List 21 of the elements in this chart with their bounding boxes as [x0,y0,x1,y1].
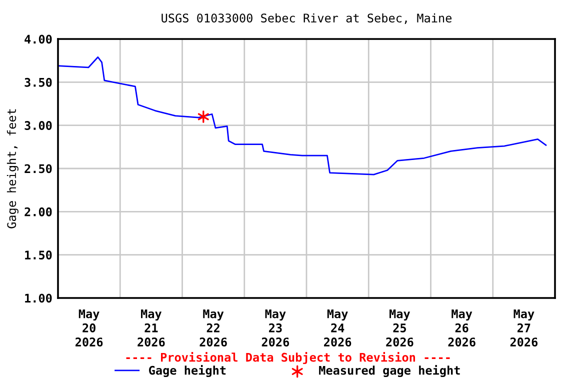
x-tick-label: May 22 2026 [200,309,227,346]
y-tick-label: 3.00 [24,121,52,130]
line-series [58,56,547,176]
y-tick-label: 4.00 [24,34,52,44]
y-tick-label: 2.00 [24,207,52,216]
x-tick-label: May 21 2026 [138,309,165,346]
x-tick-label: May 23 2026 [262,309,290,346]
chart-title: USGS 01033000 Sebec River at Sebec, Maine [162,13,452,24]
y-tick-label: 3.50 [24,78,52,87]
x-tick-label: May 25 2026 [386,309,414,346]
legend-label: Gage height [149,364,226,378]
x-tick-label: May 26 2026 [448,309,476,346]
x-tick-label: May 24 2026 [324,309,352,346]
legend-label: Measured gage height [319,364,460,378]
x-tick-label: May 27 2026 [510,309,538,346]
y-tick-label: 1.50 [25,250,52,260]
text: ---- Provisional Data Subject to Revision ---- [126,352,450,364]
y-axis-title: Gage height, feet [6,109,18,228]
y-tick-label: 1.00 [25,294,52,303]
y-tick-label: 2.50 [24,164,52,174]
x-tick-label: May 20 2026 [76,309,103,346]
